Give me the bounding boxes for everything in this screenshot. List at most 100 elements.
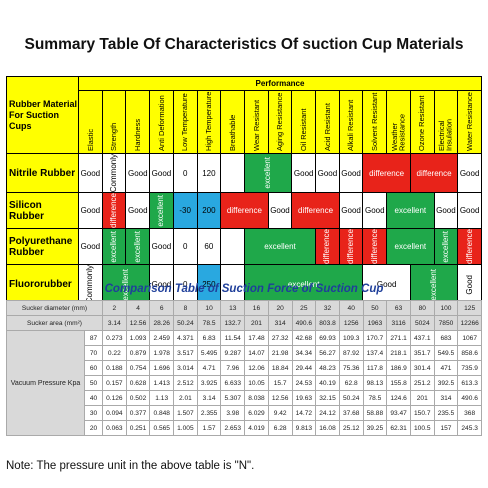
force: 9.287 [220, 345, 246, 361]
force: 4.71 [196, 360, 222, 376]
column-header-text: Aging Resistance [275, 92, 285, 151]
column-header: Ozone Resistant [409, 90, 435, 154]
cell-text: excellent [132, 230, 142, 263]
force: 5.307 [220, 390, 246, 406]
force: 2.355 [196, 405, 222, 421]
cell: excellent [101, 228, 127, 266]
force: 1.978 [149, 345, 175, 361]
area: 201 [244, 315, 269, 331]
diameter: 25 [291, 300, 317, 316]
force: 32.15 [315, 390, 340, 406]
column-header-text: Acid Resistant [322, 103, 332, 151]
force: 735.9 [457, 360, 482, 376]
area-label: Sucker area (mm²) [6, 315, 103, 331]
corner-header: Rubber Material For Suction Cups [6, 76, 79, 154]
force: 150.7 [409, 405, 435, 421]
force: 0.22 [102, 345, 127, 361]
force: 245.3 [457, 420, 482, 436]
column-header: Elastic [78, 90, 103, 154]
column-header-text: Ozone Resistant [417, 95, 427, 151]
area: 314 [267, 315, 293, 331]
cell: 60 [196, 228, 222, 266]
column-header: Alkali Resistant [338, 90, 364, 154]
area: 12266 [457, 315, 482, 331]
diameter: 2 [102, 300, 127, 316]
column-header-text: Water Resistance [464, 92, 474, 151]
cell-text: difference [322, 229, 332, 265]
area: 28.26 [149, 315, 175, 331]
column-header: Electrical Insulation [433, 90, 459, 154]
column-header-text: Anti Deformation [156, 95, 166, 151]
force: 109.3 [338, 330, 364, 346]
force: 6.029 [244, 405, 269, 421]
row: 70 0.22 0.879 1.978 3.517 5.495 9.287 14.07 21.9… [7, 345, 482, 361]
subtitle: Comparison Table of Suction Force of Suc… [104, 283, 384, 295]
force: 490.6 [457, 390, 482, 406]
force: 218.1 [386, 345, 411, 361]
force: 3.14 [196, 390, 222, 406]
cell-text: difference [369, 229, 379, 265]
pressure-label: Vacuum Pressure Kpa [6, 330, 85, 436]
row: 30 0.094 0.377 0.848 1.507 2.355 3.98 6.029 9.42… [7, 405, 482, 421]
force: 251.2 [409, 375, 435, 391]
row: Nitrile Rubber Good Commonly Good Good 0 120 ex… [6, 152, 482, 194]
cell: Good [362, 192, 388, 230]
force: 40.19 [315, 375, 340, 391]
force: 0.754 [125, 360, 151, 376]
diameter: 100 [433, 300, 459, 316]
cell: 250 [196, 264, 222, 305]
column-header-text: Breathable [227, 114, 237, 151]
pressure: 40 [84, 390, 103, 406]
cell: difference [409, 152, 459, 194]
cell: Good [78, 228, 103, 266]
cell: excellent [386, 192, 435, 230]
force: 314 [433, 390, 459, 406]
column-header: Strength [101, 90, 127, 154]
cell: Good [315, 152, 340, 194]
force: 42.68 [291, 330, 317, 346]
force: 6.28 [267, 420, 293, 436]
diameter: 20 [267, 300, 293, 316]
cell: Good [457, 152, 482, 194]
force: 170.7 [362, 330, 388, 346]
area: 1963 [362, 315, 388, 331]
force: 0.063 [102, 420, 127, 436]
column-header-text: High Temperature [204, 91, 214, 151]
force: 9.42 [267, 405, 293, 421]
row: Sucker diameter (mm) 2 4 6 8 10 13 16 20 25 32 40 50… [6, 300, 482, 316]
force: 27.32 [267, 330, 293, 346]
column-header: Anti Deformation [149, 90, 174, 154]
force: 10.05 [244, 375, 269, 391]
diameter: 125 [457, 300, 482, 316]
cell: excellent [386, 228, 435, 266]
materials-table: Rubber Material For Suction Cups Performa… [6, 76, 482, 305]
cell: 120 [196, 152, 222, 194]
force: 5.495 [196, 345, 222, 361]
force: 15.7 [267, 375, 293, 391]
force: 62.8 [338, 375, 364, 391]
force: 62.31 [386, 420, 411, 436]
force: 613.3 [457, 375, 482, 391]
diameter: 4 [125, 300, 151, 316]
force: 137.4 [362, 345, 388, 361]
pressure: 30 [84, 405, 103, 421]
cell: -30 [172, 192, 198, 230]
material-name: Polyurethane Rubber [6, 228, 79, 266]
force: 0.094 [102, 405, 127, 421]
force: 437.1 [409, 330, 435, 346]
cell: difference [315, 228, 340, 266]
force: 0.126 [102, 390, 127, 406]
cell: difference [362, 228, 388, 266]
force: 14.72 [291, 405, 317, 421]
suction-force-table: Sucker diameter (mm) 2 4 6 8 10 13 16 20 25 32 40 50… [6, 300, 482, 436]
force: 0.188 [102, 360, 127, 376]
column-header-text: Alkali Resistant [346, 99, 356, 151]
force: 4.019 [244, 420, 269, 436]
column-header-text: Weather Resistance [389, 113, 407, 151]
cell: excellent [409, 264, 459, 305]
column-header: Water Resistance [457, 90, 482, 154]
cell: difference [220, 192, 269, 230]
force: 155.8 [386, 375, 411, 391]
column-header: Breathable [220, 90, 245, 154]
force: 0.377 [125, 405, 151, 421]
